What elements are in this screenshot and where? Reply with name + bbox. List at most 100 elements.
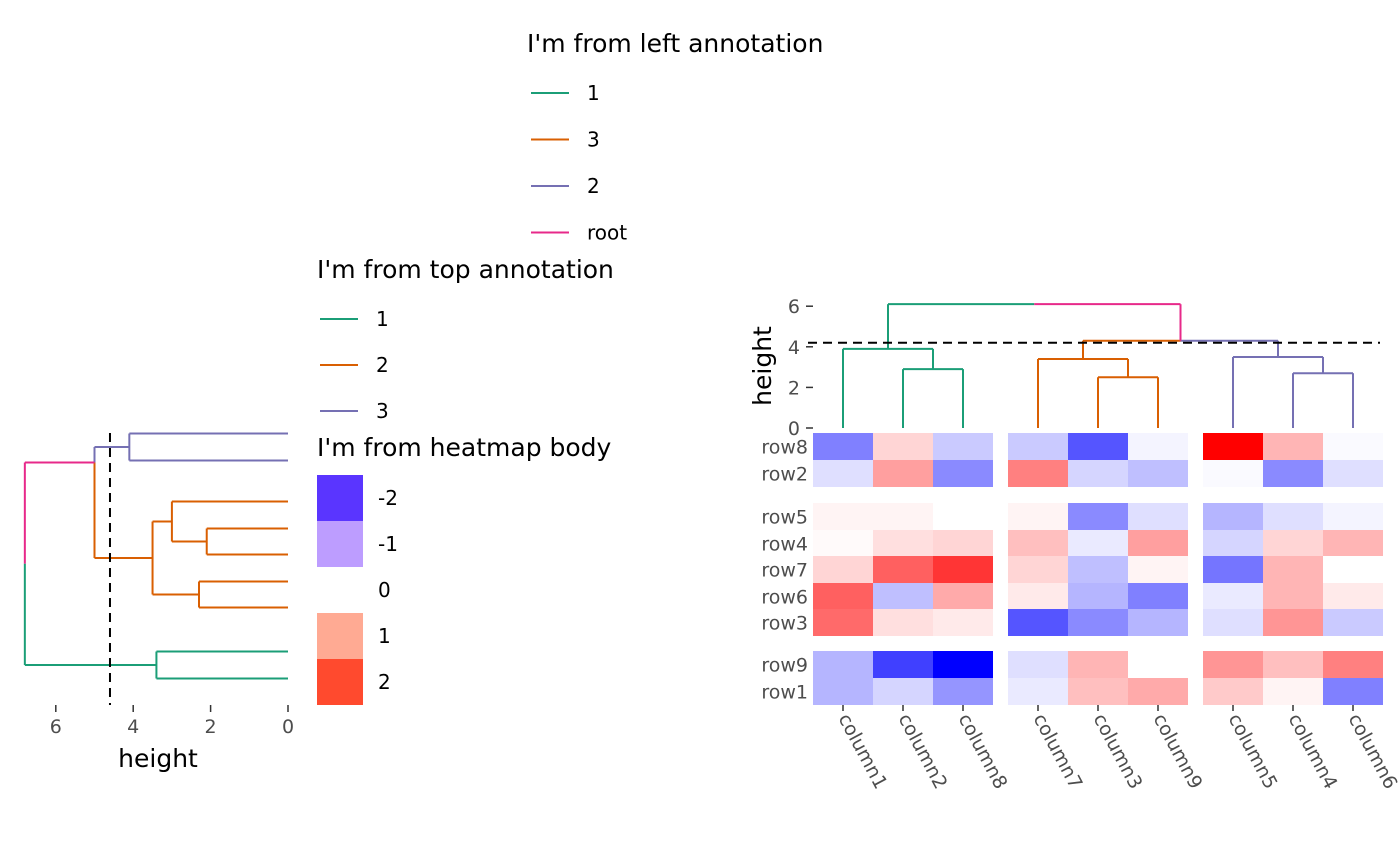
- row-label: row8: [761, 437, 808, 459]
- heatmap-cell: [1203, 460, 1263, 487]
- heatmap-cell: [933, 503, 993, 530]
- heatmap-cell: [1203, 651, 1263, 678]
- heatmap-cell: [873, 460, 933, 487]
- legend-swatch: [317, 567, 363, 613]
- column-label: column1: [834, 710, 892, 793]
- axis-tick-label: 6: [50, 716, 62, 738]
- heatmap-cell: [813, 503, 873, 530]
- column-label: column4: [1284, 710, 1342, 793]
- heatmap-cell: [1323, 651, 1383, 678]
- heatmap-cell: [873, 609, 933, 636]
- row-label: row9: [761, 655, 808, 677]
- legend-label: 1: [378, 624, 391, 648]
- heatmap-cell: [813, 583, 873, 610]
- axis-title: height: [748, 326, 777, 406]
- heatmap-cell: [1203, 678, 1263, 705]
- heatmap-cell: [813, 460, 873, 487]
- heatmap-cell: [873, 651, 933, 678]
- heatmap-cell: [1128, 609, 1188, 636]
- heatmap-cell: [1008, 433, 1068, 460]
- heatmap-cell: [1068, 530, 1128, 557]
- heatmap-cell: [813, 556, 873, 583]
- heatmap-cell: [1203, 433, 1263, 460]
- heatmap-cell: [1068, 460, 1128, 487]
- heatmap-cell: [1068, 556, 1128, 583]
- heatmap-cell: [873, 530, 933, 557]
- row-label: row4: [761, 534, 808, 556]
- heatmap-cell: [1323, 530, 1383, 557]
- heatmap-cell: [933, 651, 993, 678]
- heatmap-cell: [1203, 503, 1263, 530]
- legend-label: root: [587, 221, 627, 245]
- heatmap-cell: [1128, 433, 1188, 460]
- heatmap-cell: [1068, 609, 1128, 636]
- legend-area: I'm from left annotation 1 3 2 root I'm from …: [317, 29, 823, 705]
- axis-tick-label: 4: [127, 716, 139, 738]
- heatmap-cell: [1203, 609, 1263, 636]
- axis-tick-label: 4: [788, 337, 800, 359]
- legend-label: 3: [587, 128, 600, 152]
- heatmap-cell: [1263, 433, 1323, 460]
- heatmap-cell: [1008, 651, 1068, 678]
- heatmap-cell: [933, 433, 993, 460]
- column-label: column7: [1029, 710, 1087, 793]
- row-label: row7: [761, 560, 808, 582]
- heatmap-cell: [1128, 530, 1188, 557]
- legend-swatch: [317, 613, 363, 659]
- axis-tick-label: 0: [788, 418, 800, 440]
- heatmap-cell: [1323, 433, 1383, 460]
- heatmap-cell: [1068, 651, 1128, 678]
- heatmap-cell: [1008, 556, 1068, 583]
- legend-label: 2: [587, 174, 600, 198]
- heatmap-cell: [1008, 583, 1068, 610]
- legend-label: -2: [378, 486, 398, 510]
- legend-label: 1: [587, 81, 600, 105]
- legend-label: 2: [376, 353, 389, 377]
- heatmap-cell: [1128, 583, 1188, 610]
- left-dendrogram: 6 4 2 0 height: [23, 432, 294, 773]
- heatmap-cell: [1263, 609, 1323, 636]
- heatmap-cell: [1263, 678, 1323, 705]
- heatmap-cell: [1323, 583, 1383, 610]
- legend-label: 0: [378, 578, 391, 602]
- legend-title: I'm from heatmap body: [317, 433, 612, 462]
- heatmap-cell: [1008, 503, 1068, 530]
- top-dendrogram: 0 2 4 6 height: [748, 296, 1380, 440]
- legend-label: 3: [376, 399, 389, 423]
- heatmap-cell: [873, 678, 933, 705]
- column-label: column6: [1344, 710, 1400, 793]
- axis-tick-label: 2: [788, 377, 800, 399]
- legend-title: I'm from top annotation: [317, 255, 614, 284]
- heatmap-cell: [1263, 530, 1323, 557]
- heatmap-cell: [813, 651, 873, 678]
- column-label: column9: [1149, 710, 1207, 793]
- heatmap-body: row8 row2 row5 row4 row7 row6 row3 row9 row1 colu…: [761, 433, 1400, 793]
- heatmap-cell: [1263, 651, 1323, 678]
- heatmap-cell: [1068, 503, 1128, 530]
- row-label: row5: [761, 507, 808, 529]
- heatmap-cell: [1323, 460, 1383, 487]
- column-label: column5: [1224, 710, 1282, 793]
- column-label: column8: [954, 710, 1012, 793]
- heatmap-cell: [1263, 503, 1323, 530]
- heatmap-cell: [1323, 556, 1383, 583]
- legend-label: 2: [378, 670, 391, 694]
- row-label: row2: [761, 464, 808, 486]
- row-label: row3: [761, 613, 808, 635]
- legend-swatch: [317, 475, 363, 521]
- heatmap-cell: [873, 583, 933, 610]
- heatmap-cell: [1203, 530, 1263, 557]
- heatmap-cell: [1263, 556, 1323, 583]
- legend-label: 1: [376, 307, 389, 331]
- heatmap-cell: [1323, 609, 1383, 636]
- heatmap-cell: [1008, 530, 1068, 557]
- legend-title: I'm from left annotation: [527, 29, 823, 58]
- heatmap-cell: [1008, 678, 1068, 705]
- heatmap-cell: [873, 556, 933, 583]
- axis-tick-label: 6: [788, 296, 800, 318]
- axis-title: height: [118, 744, 198, 773]
- heatmap-cell: [1128, 556, 1188, 583]
- heatmap-cell: [1128, 460, 1188, 487]
- heatmap-cell: [1008, 609, 1068, 636]
